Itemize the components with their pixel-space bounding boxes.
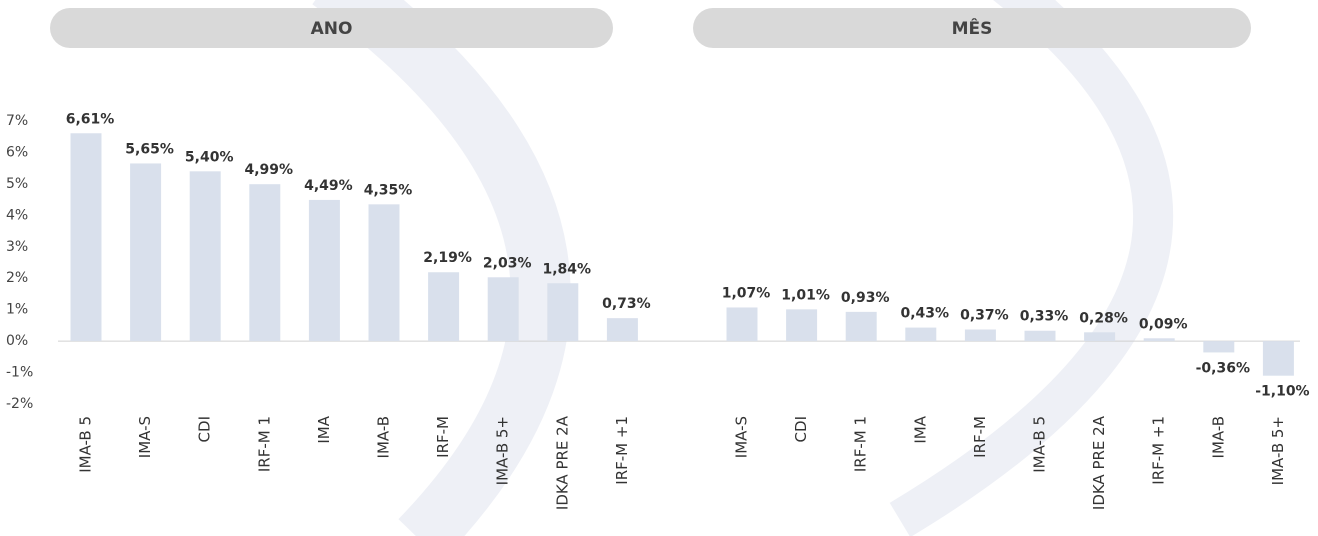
bar [368, 204, 400, 342]
bar [70, 133, 102, 342]
value-label: 1,07% [722, 285, 771, 301]
bar [249, 184, 281, 342]
y-tick-label: 2% [6, 270, 28, 286]
value-label: -0,36% [1196, 360, 1250, 376]
x-tick-label: IMA-B 5 [1031, 416, 1049, 473]
value-label: 1,01% [781, 287, 830, 303]
bar [1143, 338, 1175, 342]
x-tick-label: IRF-M [434, 416, 452, 458]
bar [189, 171, 221, 342]
value-label: 0,43% [901, 306, 950, 322]
bar [1262, 341, 1294, 376]
value-label: -1,10% [1255, 384, 1309, 400]
bar [308, 199, 340, 342]
panel-header [50, 8, 613, 48]
x-tick-label: IRF-M +1 [613, 416, 631, 485]
bar [428, 272, 460, 342]
value-label: 1,84% [543, 261, 592, 277]
watermark [312, 0, 1174, 536]
bar [964, 329, 996, 342]
value-label: 4,49% [304, 178, 353, 194]
x-tick-label: IMA [911, 415, 929, 443]
x-tick-label: IMA-S [733, 416, 751, 458]
y-tick-label: 7% [6, 113, 28, 129]
bar [130, 163, 162, 342]
x-tick-label: IDKA PRE 2A [553, 415, 571, 510]
value-label: 4,35% [364, 182, 413, 198]
panel-title: MÊS [952, 17, 993, 39]
y-tick-label: -2% [6, 396, 33, 412]
x-tick-label: CDI [196, 416, 214, 442]
bar [1203, 341, 1235, 353]
x-tick-label: IMA [315, 415, 333, 443]
bar [1024, 330, 1056, 342]
bar [726, 307, 758, 342]
x-tick-label: IMA-B 5+ [494, 416, 512, 485]
value-label: 0,33% [1020, 309, 1069, 325]
y-tick-label: -1% [6, 365, 33, 381]
bar [1084, 332, 1116, 342]
bar [905, 327, 937, 342]
y-tick-label: 1% [6, 302, 28, 318]
value-label: 0,73% [602, 296, 651, 312]
y-tick-label: 0% [6, 333, 28, 349]
x-tick-label: IMA-B [1209, 416, 1227, 458]
panel-header [693, 8, 1251, 48]
value-label: 0,09% [1139, 316, 1188, 332]
value-label: 4,99% [245, 162, 294, 178]
x-tick-label: IMA-B [375, 416, 393, 458]
y-tick-label: 3% [6, 239, 28, 255]
bar [845, 311, 877, 342]
value-label: 2,03% [483, 255, 532, 271]
y-tick-label: 6% [6, 144, 28, 160]
y-tick-label: 5% [6, 176, 28, 192]
panel-title: ANO [311, 19, 353, 39]
y-tick-label: 4% [6, 207, 28, 223]
value-label: 0,37% [960, 307, 1009, 323]
value-label: 6,61% [66, 111, 115, 127]
value-label: 5,40% [185, 149, 234, 165]
x-tick-label: IMA-S [136, 416, 154, 458]
value-label: 0,93% [841, 290, 890, 306]
bar [547, 283, 579, 342]
value-label: 5,65% [125, 141, 174, 157]
x-tick-label: IRF-M 1 [852, 416, 870, 472]
x-tick-label: IRF-M +1 [1150, 416, 1168, 485]
x-tick-label: IRF-M 1 [255, 416, 273, 472]
x-tick-label: CDI [792, 416, 810, 442]
bar [487, 277, 519, 342]
bar [786, 309, 818, 342]
x-tick-label: IMA-B 5+ [1269, 416, 1287, 485]
value-label: 0,28% [1079, 310, 1128, 326]
x-tick-label: IRF-M [971, 416, 989, 458]
value-label: 2,19% [423, 250, 472, 266]
x-tick-label: IMA-B 5 [77, 416, 95, 473]
x-tick-label: IDKA PRE 2A [1090, 415, 1108, 510]
bar [606, 318, 638, 342]
